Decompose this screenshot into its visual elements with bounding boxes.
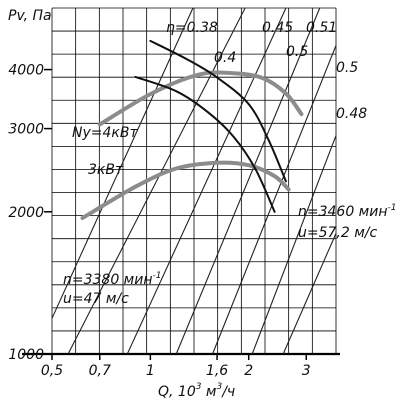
x-tick-label: 1,6 (206, 363, 228, 379)
efficiency-label: 0.51 (306, 20, 337, 36)
x-tick-label: 0,5 (41, 363, 63, 379)
y-tick-label: 2000 (8, 205, 44, 221)
efficiency-line (126, 7, 287, 355)
efficiency-line (67, 7, 246, 355)
x-tick-label: 3 (302, 363, 311, 379)
efficiency-line (251, 135, 337, 355)
pressure-curve (97, 70, 304, 127)
efficiency-label: 0.5 (336, 60, 358, 76)
x-tick-label: 2 (244, 363, 253, 379)
annotation-n-high: n=3460 мин-1 (298, 203, 396, 220)
efficiency-label: η=0.38 (166, 20, 218, 36)
annotation-u-high: u=57,2 м/с (298, 225, 378, 241)
annotation-n-low: n=3380 мин-1 (63, 271, 161, 288)
x-tick-label: 0,7 (89, 363, 111, 379)
efficiency-lines: η=0.38 0.4 0.45 0.5 0.51 0.5 0.48 (51, 7, 367, 355)
x-tick-label: 1 (146, 363, 155, 379)
efficiency-label: 0.45 (262, 20, 293, 36)
efficiency-line (175, 7, 321, 355)
chart-grid (22, 7, 340, 356)
efficiency-line (282, 233, 337, 355)
efficiency-label: 0.4 (214, 50, 236, 66)
chart-series (80, 39, 304, 220)
annotation-u-low: u=47 м/с (63, 291, 129, 307)
axis-ticks: 0,5 0,7 1 1,6 2 3 1000 2000 3000 4000 (8, 63, 310, 379)
efficiency-line (51, 7, 194, 319)
power-curve (134, 75, 276, 213)
pressure-curve (80, 160, 291, 220)
power-curve (149, 39, 287, 183)
annotation-power4: Ny=4кВт (72, 125, 138, 141)
efficiency-line (212, 45, 337, 355)
y-tick-label: 4000 (8, 63, 44, 79)
annotation-power3: 3кВт (88, 162, 124, 178)
x-axis-label: Q, 103 м3/ч (158, 382, 235, 400)
y-tick-label: 1000 (8, 347, 44, 363)
y-axis-label: Pv, Па (8, 8, 52, 24)
y-tick-label: 3000 (8, 122, 44, 138)
efficiency-label: 0.5 (286, 44, 308, 60)
efficiency-label: 0.48 (336, 106, 367, 122)
